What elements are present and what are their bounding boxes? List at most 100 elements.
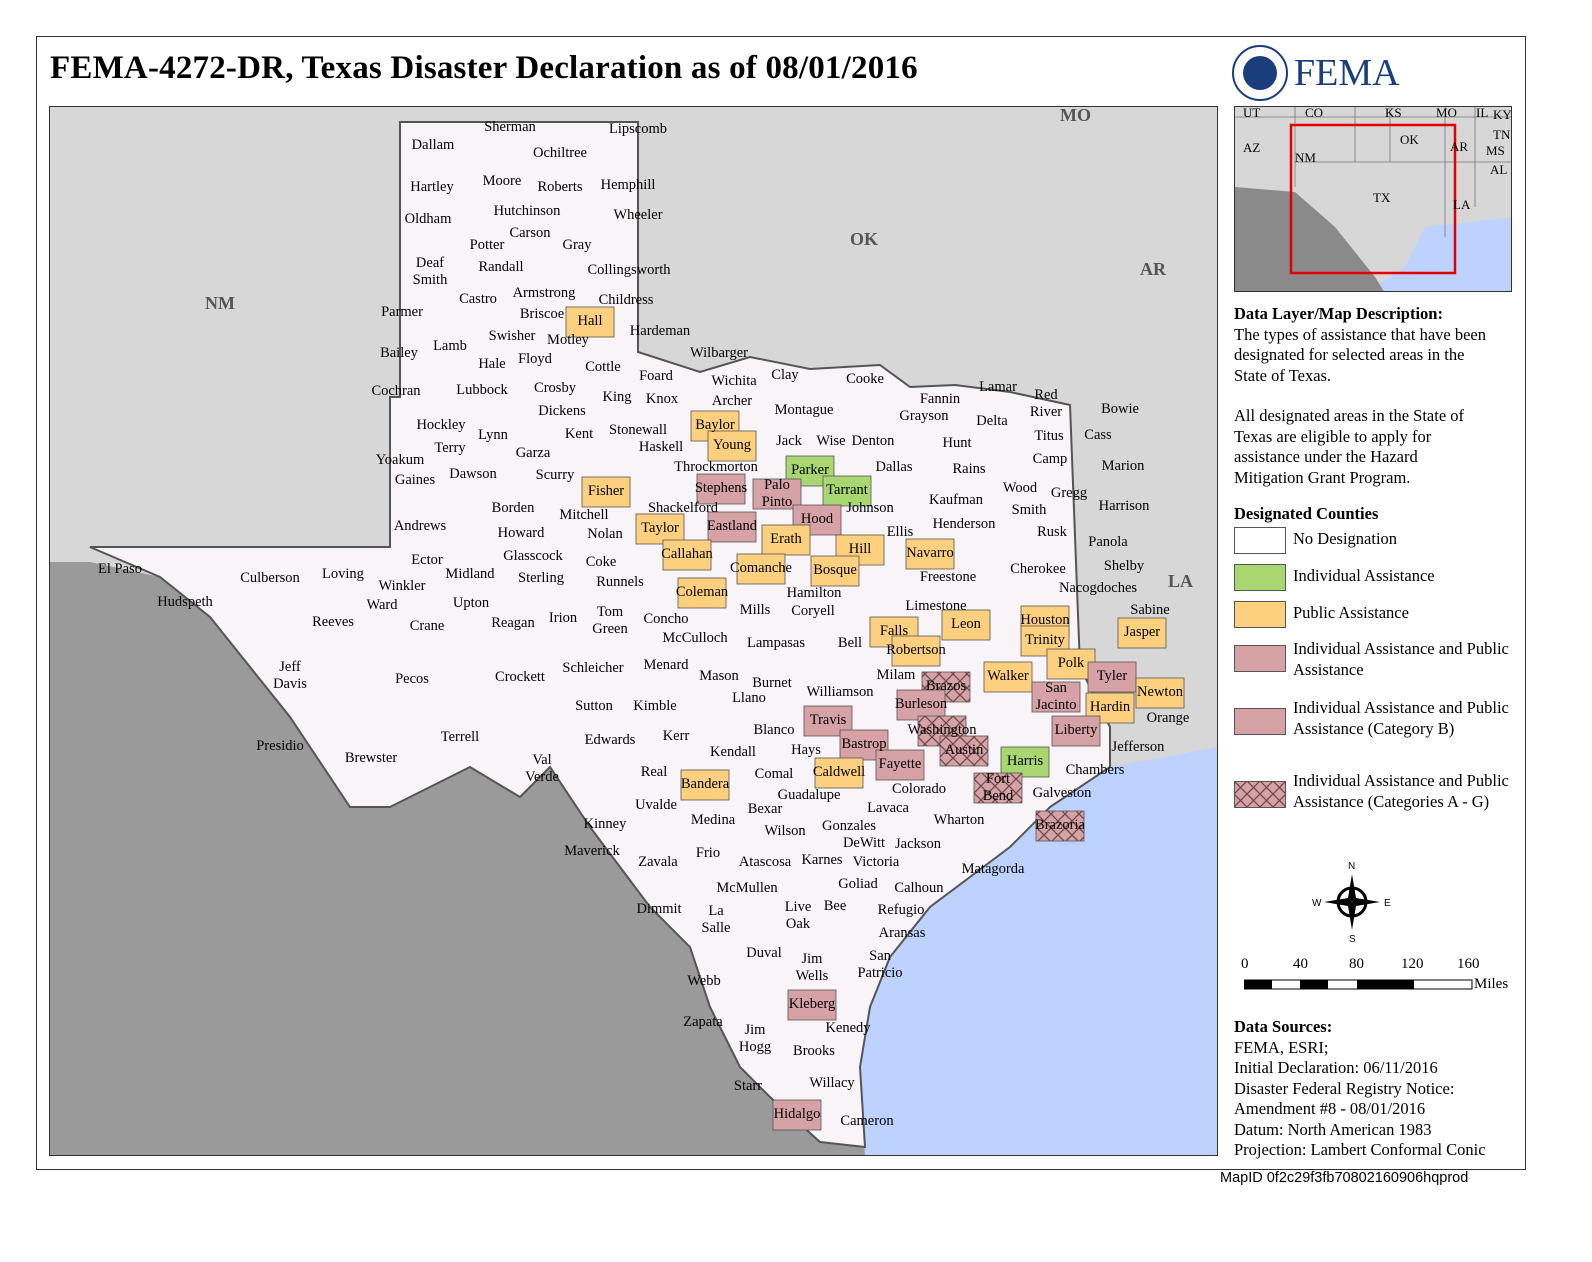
county-label-hays: Hays (791, 742, 821, 758)
county-label-mitchell: Mitchell (559, 507, 608, 523)
county-label-concho: Concho (643, 611, 688, 627)
inset-label-ok: OK (1400, 132, 1419, 147)
state-label-nm: NM (205, 293, 235, 313)
county-label-leon: Leon (951, 616, 982, 632)
county-fill-harris[interactable] (1000, 746, 1050, 778)
county-label-mcculloch: McCulloch (662, 630, 728, 646)
county-fill-jasper[interactable] (1117, 617, 1167, 649)
county-label-fort-bend: Fort Bend (983, 771, 1014, 804)
map-title: FEMA-4272-DR, Texas Disaster Declaration… (50, 50, 918, 86)
county-label-yoakum: Yoakum (376, 452, 425, 468)
main-map[interactable]: Sherman Lipscomb Dallam Ochiltree Hartley Moo… (49, 106, 1218, 1156)
county-label-nacogdoches: Nacogdoches (1059, 580, 1137, 596)
county-label-houston: Houston (1020, 612, 1070, 628)
county-label-deaf-smith: Deaf Smith (413, 255, 448, 288)
county-label-hill: Hill (849, 541, 872, 557)
county-label-washington: Washington (908, 722, 978, 738)
county-fill-bosque[interactable] (810, 555, 860, 587)
mexico-region (50, 562, 890, 1155)
legend-label: Individual Assistance and Public Assista… (1293, 771, 1509, 811)
county-label-llano: Llano (732, 690, 766, 706)
county-label-wilson: Wilson (764, 823, 806, 839)
county-label-hutchinson: Hutchinson (494, 203, 562, 219)
scale-bar-graphic (1244, 979, 1473, 990)
county-fill-hidalgo[interactable] (772, 1099, 822, 1131)
sources-line: Disaster Federal Registry Notice: (1234, 1078, 1455, 1098)
county-label-lampasas: Lampasas (747, 635, 805, 651)
county-label-lubbock: Lubbock (456, 382, 508, 398)
county-label-navarro: Navarro (906, 545, 954, 561)
county-fill-fayette[interactable] (875, 749, 925, 781)
county-label-kleberg: Kleberg (789, 996, 835, 1012)
compass-icon: N S E W (1312, 861, 1391, 945)
legend-hatch-swatch (1234, 781, 1286, 808)
county-label-san-patricio: San Patricio (857, 948, 902, 981)
county-fill-caldwell[interactable] (814, 757, 864, 789)
county-fill-eastland[interactable] (707, 511, 757, 543)
county-label-lavaca: Lavaca (867, 800, 909, 816)
county-fill-brazoria[interactable] (1035, 810, 1085, 842)
county-label-burnet: Burnet (752, 675, 791, 691)
county-fill-callahan[interactable] (662, 539, 712, 571)
county-fill-travis[interactable] (803, 705, 853, 737)
county-fill-hood[interactable] (792, 504, 842, 536)
county-fill-austin[interactable] (939, 735, 989, 767)
inset-label-ut: UT (1243, 107, 1260, 120)
county-label-orange: Orange (1147, 710, 1190, 726)
scale-unit: Miles (1474, 976, 1509, 992)
map-frame (36, 36, 1526, 1170)
county-fill-burleson[interactable] (896, 689, 946, 721)
county-fill-leon[interactable] (941, 609, 991, 641)
county-label-garza: Garza (516, 445, 551, 461)
county-label-comal: Comal (755, 766, 794, 782)
county-fill-erath[interactable] (761, 524, 811, 556)
county-label-maverick: Maverick (564, 843, 620, 859)
county-fill-fisher[interactable] (581, 476, 631, 508)
county-label-san-jacinto: San Jacinto (1035, 680, 1076, 713)
county-label-cameron: Cameron (840, 1113, 894, 1129)
county-fill-young[interactable] (707, 430, 757, 462)
county-label-brazos: Brazos (926, 678, 967, 694)
county-fill-tarrant[interactable] (822, 475, 872, 507)
county-label-coleman: Coleman (676, 584, 729, 600)
county-label-hunt: Hunt (943, 435, 972, 451)
inset-canvas: UT CO KS MO IL KY TN AZ NM OK AR MS AL T… (1235, 107, 1511, 291)
county-fill-hall[interactable] (565, 306, 615, 338)
county-fill-comanche[interactable] (736, 553, 786, 585)
county-label-upton: Upton (453, 595, 490, 611)
county-label-camp: Camp (1033, 451, 1068, 467)
county-fill-walker[interactable] (983, 661, 1033, 693)
county-label-lamb: Lamb (433, 338, 467, 354)
county-label-dallam: Dallam (412, 137, 455, 153)
county-fill-robertson[interactable] (891, 635, 941, 667)
sources-line: Datum: North American 1983 (1234, 1119, 1432, 1139)
county-fill-navarro[interactable] (905, 538, 955, 570)
county-fill-san-jacinto[interactable] (1031, 681, 1081, 713)
county-fill-kleberg[interactable] (787, 989, 837, 1021)
county-label-webb: Webb (687, 973, 720, 989)
county-fill-coleman[interactable] (677, 577, 727, 609)
county-fill-bandera[interactable] (680, 769, 730, 801)
county-label-milam: Milam (877, 667, 916, 683)
county-label-gray: Gray (563, 237, 593, 253)
county-fill-liberty[interactable] (1051, 715, 1101, 747)
county-label-jackson: Jackson (895, 836, 942, 852)
county-fill-palo-pinto[interactable] (752, 478, 802, 510)
county-label-erath: Erath (770, 531, 802, 547)
county-label-culberson: Culberson (240, 570, 300, 586)
county-fill-newton[interactable] (1135, 677, 1185, 709)
legend-swatch (1234, 564, 1286, 591)
county-fill-fort-bend[interactable] (973, 772, 1023, 804)
county-label-baylor: Baylor (695, 417, 735, 433)
inset-extent-box (1289, 123, 1457, 275)
county-label-wheeler: Wheeler (613, 207, 662, 223)
county-label-crosby: Crosby (534, 380, 577, 396)
county-label-walker: Walker (987, 668, 1029, 684)
county-label-midland: Midland (445, 566, 495, 582)
county-fill-taylor[interactable] (635, 513, 685, 545)
inset-label-co: CO (1305, 107, 1323, 120)
county-label-hardeman: Hardeman (630, 323, 691, 339)
county-fill-tyler[interactable] (1087, 661, 1137, 693)
county-fill-stephens[interactable] (696, 473, 746, 505)
compass-e: E (1384, 898, 1391, 909)
